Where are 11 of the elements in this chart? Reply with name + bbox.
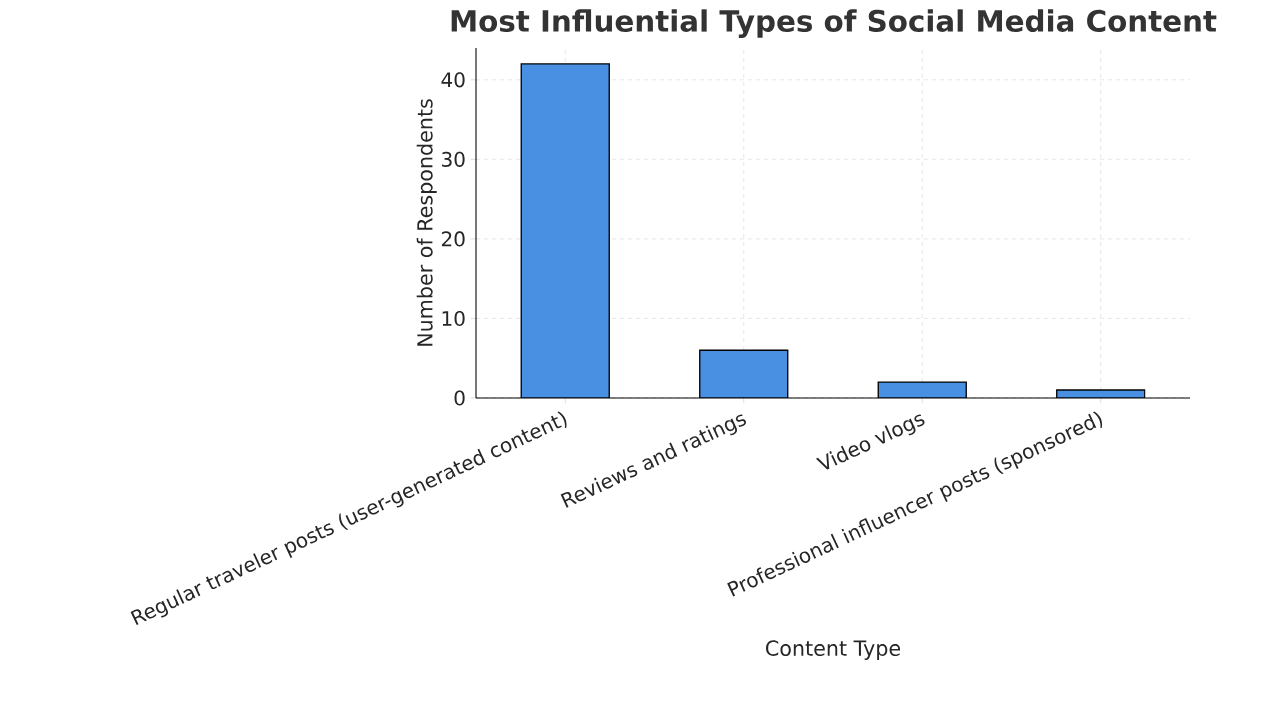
y-tick-label: 0 [454,390,465,406]
chart-title: Most Influential Types of Social Media Content [451,9,1217,38]
bar [520,63,610,398]
x-tick-label: Video vlogs [816,414,925,470]
y-tick-label: 40 [441,72,465,88]
y-tick-label: 30 [442,151,465,167]
y-tick-label: 20 [441,231,465,247]
bar [699,349,789,398]
x-axis-title: Content Type [766,640,901,660]
y-tick-label: 10 [442,310,465,327]
y-axis-title: Number of Respondents [416,99,437,346]
